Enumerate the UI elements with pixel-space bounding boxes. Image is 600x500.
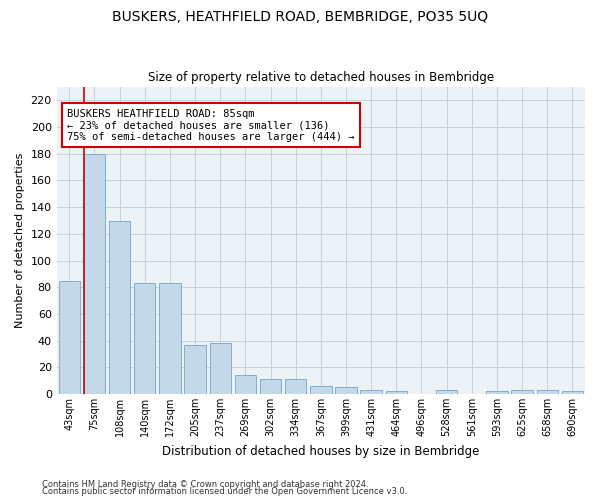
X-axis label: Distribution of detached houses by size in Bembridge: Distribution of detached houses by size …: [162, 444, 479, 458]
Bar: [235, 376, 256, 394]
Bar: [134, 283, 155, 394]
Text: Contains public sector information licensed under the Open Government Licence v3: Contains public sector information licen…: [42, 488, 407, 496]
Text: BUSKERS HEATHFIELD ROAD: 85sqm
← 23% of detached houses are smaller (136)
75% of: BUSKERS HEATHFIELD ROAD: 85sqm ← 23% of …: [67, 108, 355, 142]
Text: Contains HM Land Registry data © Crown copyright and database right 2024.: Contains HM Land Registry data © Crown c…: [42, 480, 368, 489]
Bar: [562, 392, 583, 394]
Bar: [436, 390, 457, 394]
Bar: [84, 154, 105, 394]
Bar: [335, 388, 356, 394]
Title: Size of property relative to detached houses in Bembridge: Size of property relative to detached ho…: [148, 72, 494, 85]
Bar: [536, 390, 558, 394]
Bar: [209, 344, 231, 394]
Bar: [59, 280, 80, 394]
Bar: [310, 386, 332, 394]
Bar: [361, 390, 382, 394]
Bar: [486, 392, 508, 394]
Bar: [184, 344, 206, 394]
Bar: [511, 390, 533, 394]
Text: BUSKERS, HEATHFIELD ROAD, BEMBRIDGE, PO35 5UQ: BUSKERS, HEATHFIELD ROAD, BEMBRIDGE, PO3…: [112, 10, 488, 24]
Bar: [159, 283, 181, 394]
Bar: [109, 220, 130, 394]
Bar: [285, 380, 307, 394]
Bar: [260, 380, 281, 394]
Y-axis label: Number of detached properties: Number of detached properties: [15, 153, 25, 328]
Bar: [386, 392, 407, 394]
